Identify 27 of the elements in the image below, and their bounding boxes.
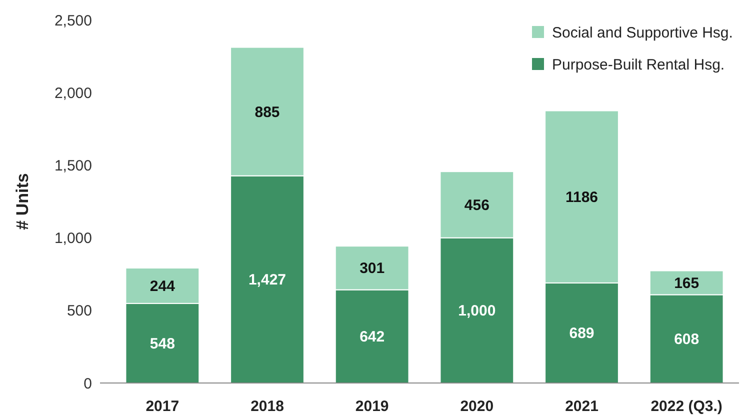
x-tick-label: 2017: [146, 398, 180, 415]
x-tick-label: 2020: [460, 398, 494, 415]
x-tick-label: 2022 (Q3.): [650, 398, 722, 415]
data-label: 642: [360, 328, 385, 346]
y-tick-label: 500: [66, 302, 92, 320]
legend-label: Social and Supportive Hsg.: [552, 24, 733, 42]
data-label: 548: [150, 335, 175, 352]
data-label: 1,427: [248, 272, 286, 289]
data-label: 608: [674, 331, 700, 348]
data-label: 689: [569, 325, 594, 342]
y-tick-label: 2,000: [54, 84, 92, 102]
y-tick-label: 1,500: [54, 157, 92, 174]
data-label: 301: [360, 260, 385, 278]
data-label: 1,000: [458, 302, 496, 320]
data-label: 165: [674, 274, 700, 292]
legend-label: Purpose-Built Rental Hsg.: [552, 56, 725, 74]
x-tick-label: 2019: [355, 398, 389, 415]
data-label: 456: [464, 196, 490, 214]
x-tick-label: 2018: [250, 398, 284, 415]
y-tick-label: 1,000: [54, 230, 92, 248]
x-tick-label: 2021: [565, 398, 598, 415]
data-label: 1186: [565, 189, 598, 206]
data-label: 244: [150, 278, 176, 295]
y-tick-label: 2,500: [54, 12, 92, 30]
y-axis-title: # Units: [13, 173, 32, 230]
y-tick-label: 0: [84, 375, 92, 392]
data-label: 885: [254, 104, 280, 121]
